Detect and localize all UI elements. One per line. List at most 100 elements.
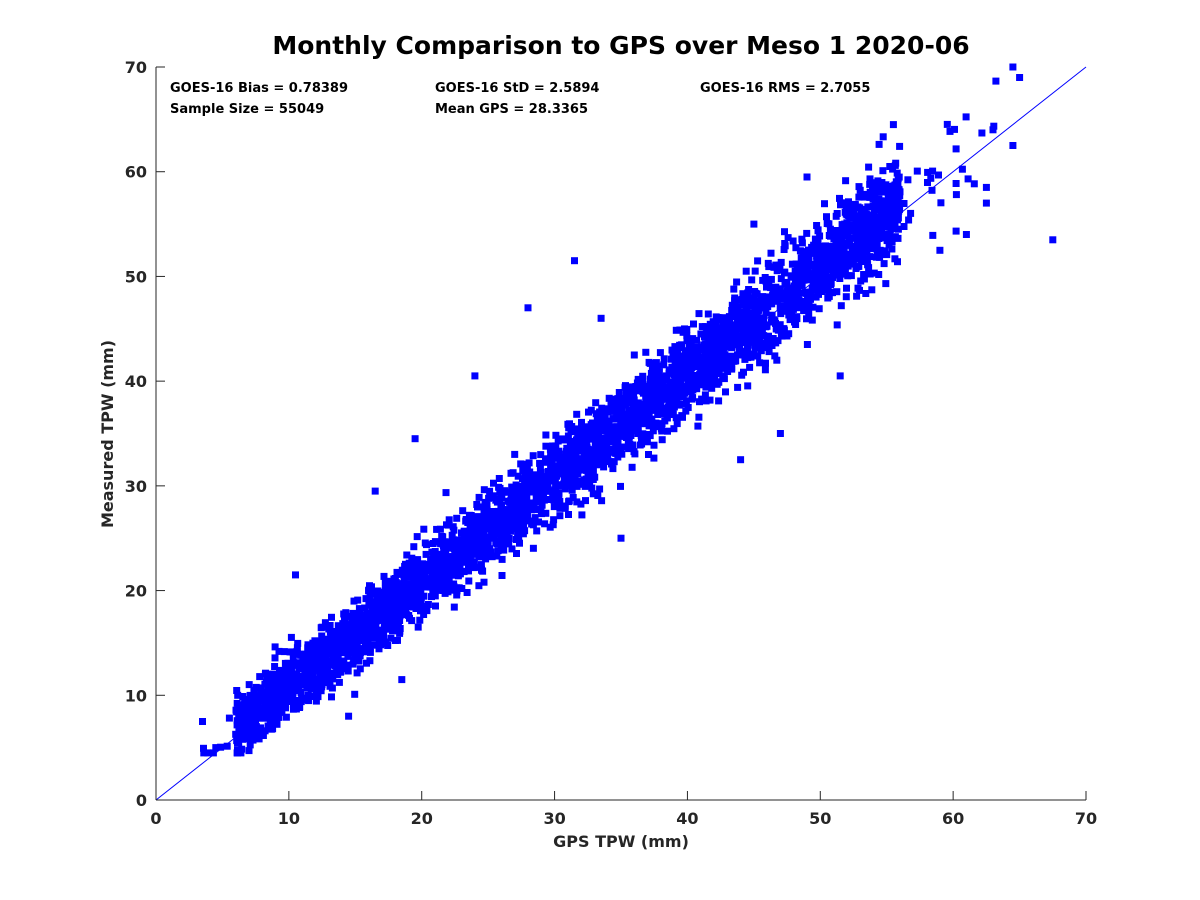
data-point (895, 173, 903, 181)
data-point (416, 616, 424, 624)
data-point (783, 296, 791, 304)
data-point (592, 410, 600, 418)
data-point (312, 664, 320, 672)
data-point (726, 315, 734, 323)
data-point (584, 469, 592, 477)
data-point (252, 701, 260, 709)
data-point (248, 712, 256, 720)
data-point (864, 220, 872, 227)
data-point (311, 658, 319, 666)
data-point (866, 175, 874, 183)
data-point (396, 584, 404, 592)
data-point (586, 479, 594, 487)
data-point (664, 427, 671, 435)
data-point (765, 332, 772, 340)
data-point (836, 194, 843, 202)
data-point (720, 317, 728, 325)
data-point (513, 550, 520, 557)
data-point (690, 344, 698, 352)
data-point (824, 283, 832, 291)
data-point (279, 668, 287, 676)
data-point (741, 292, 749, 300)
data-point (564, 463, 572, 471)
data-point (296, 704, 303, 711)
data-point (451, 568, 459, 576)
data-point (879, 133, 887, 141)
data-point (271, 663, 279, 670)
data-point (587, 429, 594, 437)
data-point (263, 700, 271, 708)
data-point (362, 595, 370, 603)
data-point (403, 551, 411, 559)
data-point (418, 575, 426, 582)
x-ticks: 0 10 20 30 40 50 60 70 (150, 791, 1097, 828)
data-point (522, 465, 529, 473)
data-point (744, 382, 752, 390)
data-point (664, 403, 672, 411)
data-point (684, 380, 692, 388)
data-point (853, 292, 861, 300)
data-point (566, 441, 574, 449)
data-point (292, 679, 299, 687)
data-point (282, 713, 290, 721)
data-point (424, 566, 432, 573)
data-point (821, 200, 828, 208)
data-point (810, 247, 818, 255)
data-point (245, 747, 253, 755)
data-point (583, 436, 591, 444)
data-point (252, 705, 260, 713)
data-point (892, 182, 900, 190)
data-point (816, 286, 824, 294)
y-tick-label: 0 (136, 791, 147, 810)
data-point (784, 290, 792, 298)
data-point (424, 601, 432, 608)
data-point (396, 594, 404, 602)
data-point (711, 366, 719, 374)
data-point (678, 372, 686, 380)
data-point (717, 342, 725, 350)
data-point (803, 315, 810, 323)
std-stat: GOES-16 StD = 2.5894 (435, 81, 599, 96)
data-point (715, 316, 723, 324)
data-point (380, 572, 388, 580)
data-point (519, 485, 527, 493)
data-point (622, 401, 630, 409)
data-point (695, 310, 703, 318)
data-point (486, 520, 494, 528)
data-point (597, 314, 605, 322)
identity-reference-line (155, 66, 1087, 801)
data-point (783, 332, 791, 340)
data-point (816, 242, 824, 250)
data-point (734, 383, 742, 391)
data-point (694, 378, 702, 386)
data-point (339, 620, 347, 628)
data-point (393, 568, 401, 576)
data-point (736, 296, 744, 304)
data-point (896, 142, 904, 150)
data-point (782, 307, 790, 315)
data-point (514, 521, 522, 529)
data-point (679, 413, 686, 421)
data-point (550, 476, 558, 484)
data-point (562, 449, 570, 457)
data-point (475, 582, 483, 590)
data-point (860, 275, 868, 283)
data-point (552, 483, 560, 491)
data-point (872, 188, 880, 196)
data-point (509, 511, 517, 519)
data-point (749, 294, 757, 302)
data-point (769, 335, 777, 342)
data-point (394, 636, 401, 644)
data-point (442, 489, 450, 497)
data-point (819, 276, 827, 284)
data-point (642, 348, 650, 356)
data-point (800, 297, 808, 305)
data-point (330, 633, 338, 641)
data-point (893, 169, 901, 177)
data-point (590, 435, 597, 443)
data-point (869, 236, 876, 244)
data-point (958, 165, 966, 173)
data-point (321, 675, 329, 683)
data-point (943, 120, 951, 128)
x-tick-label: 30 (543, 809, 565, 828)
